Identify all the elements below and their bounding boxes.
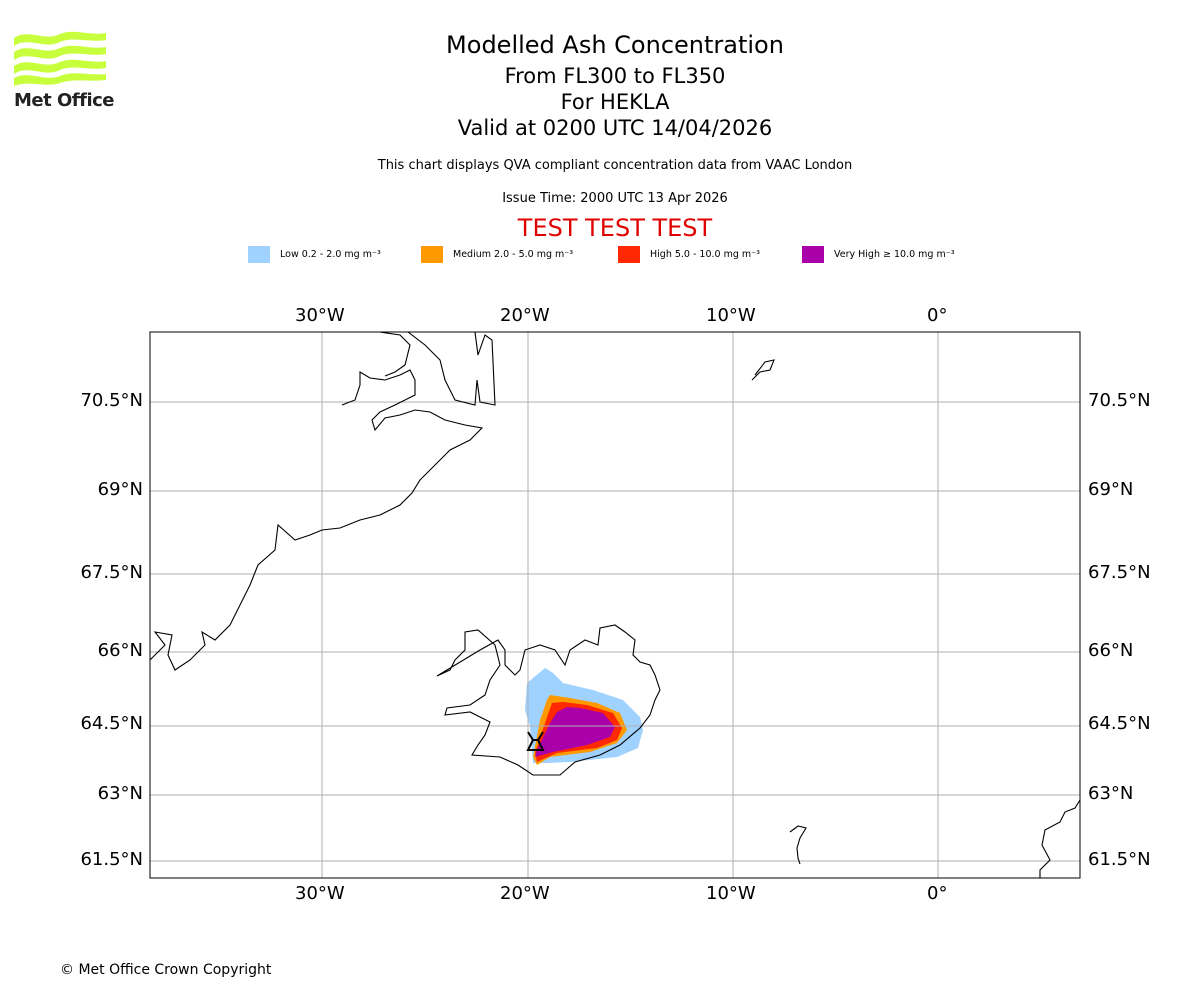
lat-label-right: 66°N (1088, 640, 1134, 661)
met-office-logo (14, 30, 106, 92)
legend-swatch-low (248, 245, 270, 263)
graticule (150, 332, 1080, 878)
lat-label-right: 69°N (1088, 479, 1134, 500)
norway-coast (1039, 799, 1080, 878)
coastlines (150, 332, 1080, 878)
lat-label-right: 61.5°N (1088, 849, 1151, 870)
test-banner: TEST TEST TEST (517, 214, 713, 242)
legend-item-medium: Medium 2.0 - 5.0 mg m⁻³ (421, 245, 573, 263)
lat-label-left: 61.5°N (80, 849, 143, 870)
lon-label-bottom: 30°W (295, 883, 345, 904)
jan-mayen-coast (751, 359, 775, 381)
lat-label-left: 69°N (97, 479, 143, 500)
issue-time: Issue Time: 2000 UTC 13 Apr 2026 (502, 191, 728, 206)
valid-time: Valid at 0200 UTC 14/04/2026 (457, 116, 773, 140)
ash-very-high-area (535, 707, 615, 757)
lat-label-left: 66°N (97, 640, 143, 661)
lat-label-right: 67.5°N (1088, 562, 1151, 583)
flight-levels: From FL300 to FL350 (504, 64, 726, 88)
legend-swatch-very-high (802, 245, 824, 263)
logo-waves-icon (14, 31, 106, 86)
lon-label-top: 0° (927, 305, 948, 326)
lon-label-top: 10°W (706, 305, 756, 326)
iceland-coast (436, 624, 661, 776)
map-frame (149, 331, 1081, 879)
volcano-icon (526, 731, 545, 751)
lon-label-top: 30°W (295, 305, 345, 326)
lon-label-bottom: 10°W (706, 883, 756, 904)
logo-text: Met Office (14, 90, 115, 111)
lon-label-bottom: 0° (927, 883, 948, 904)
legend-label: Medium 2.0 - 5.0 mg m⁻³ (453, 248, 574, 260)
legend-label: Very High ≥ 10.0 mg m⁻³ (834, 248, 955, 260)
lat-label-left: 70.5°N (80, 390, 143, 411)
faroes-coast (789, 825, 807, 865)
lat-label-left: 64.5°N (80, 713, 143, 734)
lat-label-right: 70.5°N (1088, 390, 1151, 411)
legend-swatch-medium (421, 245, 443, 263)
lon-label-top: 20°W (500, 305, 550, 326)
legend-label: High 5.0 - 10.0 mg m⁻³ (650, 248, 760, 260)
chart-description: This chart displays QVA compliant concen… (377, 158, 853, 173)
lat-label-left: 67.5°N (80, 562, 143, 583)
copyright: © Met Office Crown Copyright (60, 962, 272, 978)
lat-label-right: 64.5°N (1088, 713, 1151, 734)
legend-item-very-high: Very High ≥ 10.0 mg m⁻³ (802, 245, 955, 263)
legend-item-high: High 5.0 - 10.0 mg m⁻³ (618, 245, 760, 263)
volcano-name: For HEKLA (560, 90, 670, 114)
greenland-coast (150, 369, 484, 671)
chart-title: Modelled Ash Concentration (446, 31, 784, 59)
legend-item-low: Low 0.2 - 2.0 mg m⁻³ (248, 245, 381, 263)
lon-label-bottom: 20°W (500, 883, 550, 904)
lat-label-left: 63°N (97, 783, 143, 804)
lat-label-right: 63°N (1088, 783, 1134, 804)
legend-label: Low 0.2 - 2.0 mg m⁻³ (280, 248, 381, 260)
legend-swatch-high (618, 245, 640, 263)
